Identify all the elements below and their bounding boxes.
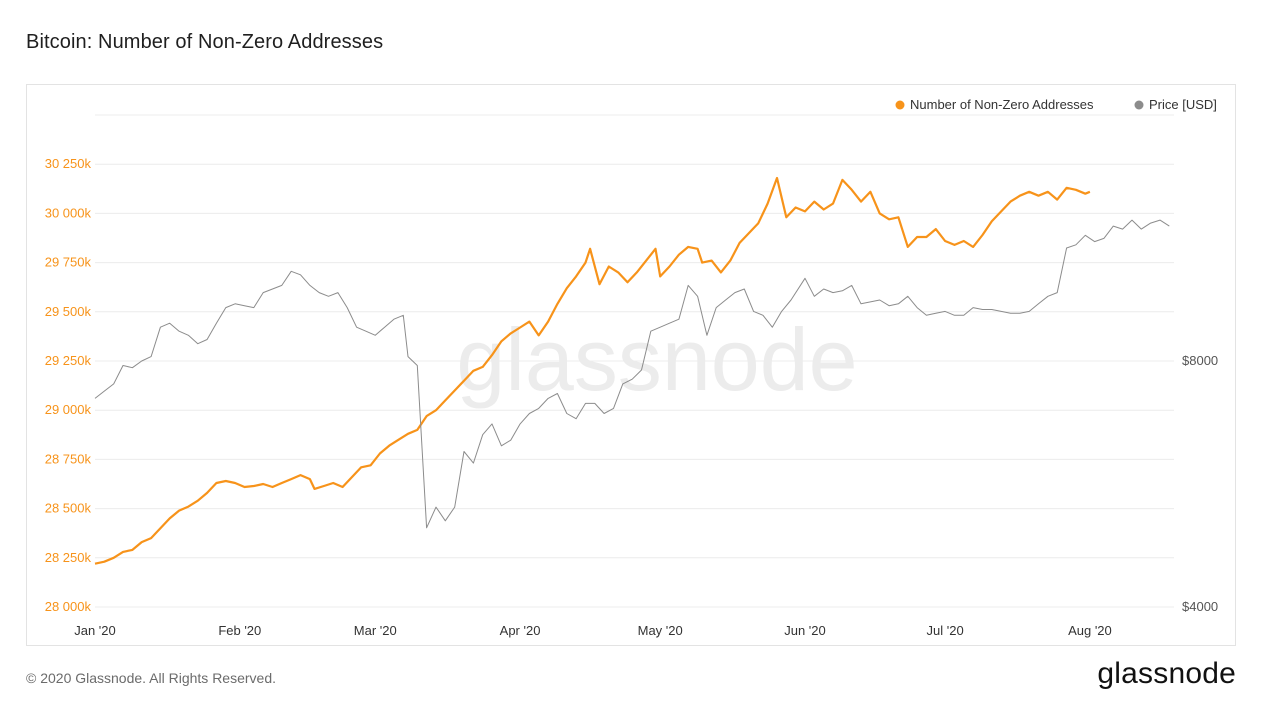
copyright-text: © 2020 Glassnode. All Rights Reserved. bbox=[26, 670, 277, 686]
legend-label-price: Price [USD] bbox=[1149, 97, 1217, 112]
page-title: Bitcoin: Number of Non-Zero Addresses bbox=[26, 31, 384, 53]
series-line-price bbox=[94, 219, 1170, 529]
chart-svg: glassnode 28 000k 28 250k 28 500k 28 750k 29 … bbox=[45, 97, 1218, 638]
x-tick-label: May '20 bbox=[638, 623, 683, 638]
y-left-tick-label: 28 750k bbox=[45, 451, 92, 466]
y-left-tick-label: 28 500k bbox=[45, 501, 92, 516]
legend-dot-price bbox=[1134, 100, 1144, 110]
y-right-tick-label: $4000 bbox=[1182, 599, 1218, 614]
y-left-tick-label: 28 250k bbox=[45, 550, 92, 565]
y-left-tick-label: 30 000k bbox=[45, 205, 92, 220]
x-tick-label: Apr '20 bbox=[500, 623, 541, 638]
watermark: glassnode bbox=[456, 310, 857, 409]
x-tick-label: Jul '20 bbox=[927, 623, 964, 638]
y-left-tick-label: 29 250k bbox=[45, 353, 92, 368]
legend-label-addresses: Number of Non-Zero Addresses bbox=[910, 97, 1094, 112]
legend-dot-addresses bbox=[895, 100, 905, 110]
chart-panel: glassnode 28 000k 28 250k 28 500k 28 750k 29 … bbox=[26, 84, 1236, 646]
series-line-addresses bbox=[94, 176, 1091, 565]
x-tick-label: Jun '20 bbox=[784, 623, 826, 638]
y-left-tick-label: 30 250k bbox=[45, 156, 92, 171]
x-tick-label: Jan '20 bbox=[74, 623, 116, 638]
x-tick-label: Feb '20 bbox=[218, 623, 261, 638]
y-left-tick-label: 29 500k bbox=[45, 304, 92, 319]
x-tick-label: Mar '20 bbox=[354, 623, 397, 638]
y-left-tick-label: 28 000k bbox=[45, 599, 92, 614]
x-tick-label: Aug '20 bbox=[1068, 623, 1112, 638]
y-left-tick-label: 29 750k bbox=[45, 255, 92, 270]
y-right-tick-label: $8000 bbox=[1182, 353, 1218, 368]
y-left-tick-label: 29 000k bbox=[45, 402, 92, 417]
glassnode-logo[interactable]: glassnode bbox=[1097, 657, 1236, 690]
